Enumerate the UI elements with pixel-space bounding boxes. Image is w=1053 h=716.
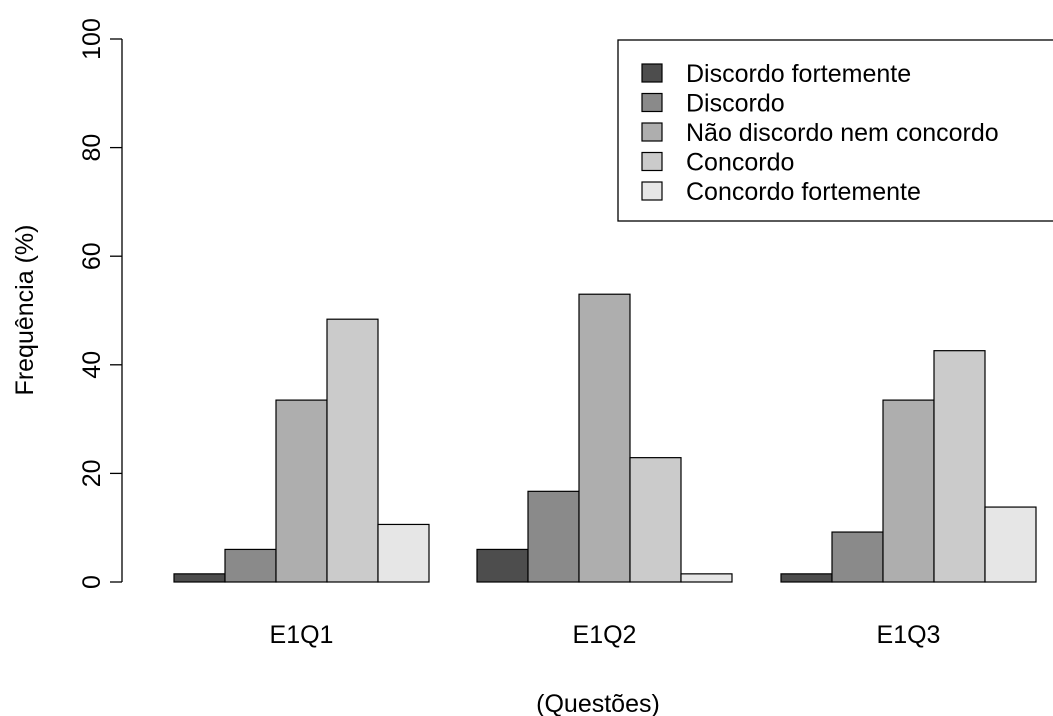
- legend-swatch: [641, 181, 663, 201]
- y-axis-title: Frequência (%): [11, 225, 39, 396]
- legend-swatch: [641, 63, 663, 83]
- legend-swatch: [641, 92, 663, 113]
- x-tick-label: E1Q3: [877, 621, 941, 649]
- legend-swatch: [641, 122, 663, 142]
- legend-box: [617, 39, 1053, 222]
- bar: [780, 573, 833, 583]
- legend-label: Concordo: [686, 149, 794, 177]
- y-tick-label: 60: [78, 242, 106, 270]
- bar: [224, 548, 277, 583]
- y-tick-label: 80: [78, 134, 106, 162]
- bar: [173, 573, 226, 583]
- x-axis-title: (Questões): [536, 690, 660, 716]
- bar: [275, 399, 328, 583]
- y-tick-label: 100: [78, 18, 106, 60]
- x-tick-label: E1Q1: [270, 621, 334, 649]
- x-tick-label: E1Q2: [573, 621, 637, 649]
- bar: [527, 490, 580, 583]
- bars: [173, 293, 1037, 583]
- bar: [326, 318, 379, 583]
- legend-swatch: [641, 151, 663, 172]
- y-tick-label: 40: [78, 351, 106, 379]
- bar: [578, 293, 631, 583]
- bar: [629, 457, 682, 583]
- y-tick-label: 0: [78, 575, 106, 589]
- bar: [476, 548, 529, 583]
- y-tick-label: 20: [78, 459, 106, 487]
- x-axis-labels: E1Q1 E1Q2 E1Q3: [270, 621, 941, 649]
- legend-label: Discordo: [686, 90, 785, 118]
- legend-label: Discordo fortemente: [686, 60, 911, 88]
- bar: [377, 523, 430, 583]
- y-axis: 0 20 40 60 80 100: [78, 18, 123, 589]
- bar: [680, 573, 733, 583]
- bar: [933, 350, 986, 583]
- bar: [831, 531, 884, 583]
- legend-label: Não discordo nem concordo: [686, 119, 999, 147]
- bar: [984, 506, 1037, 583]
- legend-label: Concordo fortemente: [686, 178, 921, 206]
- bar: [882, 399, 935, 583]
